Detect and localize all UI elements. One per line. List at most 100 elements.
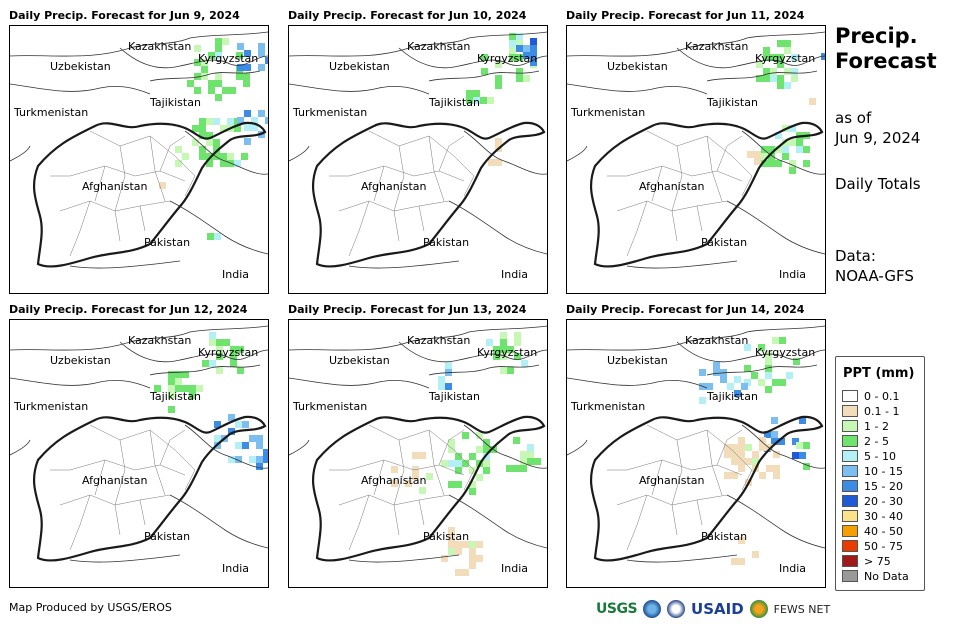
precip-cell — [455, 467, 462, 474]
precip-cell — [201, 73, 208, 80]
precip-cell — [227, 118, 234, 125]
precip-cell — [480, 97, 487, 104]
precip-cell — [745, 444, 752, 451]
precip-cell — [168, 378, 175, 385]
label-uzbekistan: Uzbekistan — [50, 354, 111, 367]
precip-cell — [495, 159, 502, 166]
credit-text: Map Produced by USGS/EROS — [9, 601, 172, 614]
map-svg: Kazakhstan Kyrgyzstan Uzbekistan Tajikis… — [10, 31, 268, 281]
legend-item: > 75 — [842, 555, 891, 569]
precip-cell — [237, 346, 244, 353]
province-borders — [50, 130, 196, 257]
precip-cell — [792, 452, 799, 459]
precip-cell — [216, 339, 223, 346]
precip-cell — [209, 332, 216, 339]
country-borders — [289, 325, 547, 563]
precip-cell — [194, 45, 201, 52]
label-turkmenistan: Turkmenistan — [13, 400, 88, 413]
precip-cell — [777, 75, 784, 82]
precip-cell — [213, 118, 220, 125]
precip-cell — [168, 385, 175, 392]
label-turkmenistan: Turkmenistan — [570, 400, 645, 413]
precip-cell — [513, 437, 520, 444]
precip-cell — [230, 353, 237, 360]
precip-cell — [803, 146, 810, 153]
precip-cell — [763, 54, 770, 61]
precip-cell — [766, 465, 773, 472]
label-tajikistan: Tajikistan — [706, 96, 758, 109]
precip-cell — [438, 376, 445, 383]
precip-cell — [201, 66, 208, 73]
precip-cell — [237, 117, 244, 124]
precip-cell — [784, 82, 791, 89]
map-frame: Kazakhstan Kyrgyzstan Uzbekistan Tajikis… — [9, 25, 269, 294]
precip-cell — [214, 233, 221, 240]
label-kazakhstan: Kazakhstan — [685, 334, 748, 347]
precip-cell — [448, 446, 455, 453]
precip-cell — [765, 365, 772, 372]
precip-cell — [483, 439, 490, 446]
legend-item: 5 - 10 — [842, 450, 896, 464]
label-turkmenistan: Turkmenistan — [570, 106, 645, 119]
precip-cell — [523, 52, 530, 59]
precip-cell — [765, 358, 772, 365]
precip-cell — [263, 456, 268, 463]
precip-cell — [154, 385, 161, 392]
legend-swatch — [842, 480, 858, 492]
precip-cell — [244, 124, 251, 131]
precip-cell — [199, 125, 206, 132]
afghanistan-outline — [32, 415, 267, 562]
precip-cell — [455, 548, 462, 555]
precip-cell — [159, 182, 166, 189]
precip-cell — [483, 460, 490, 467]
side-title-line2: Forecast — [835, 49, 937, 73]
precip-cell — [228, 428, 235, 435]
legend-label: 30 - 40 — [864, 510, 903, 523]
precip-cell — [509, 54, 516, 61]
precip-cell — [419, 487, 426, 494]
precip-cell — [448, 439, 455, 446]
map-frame: Kazakhstan Kyrgyzstan Uzbekistan Tajikis… — [9, 319, 269, 588]
precip-cell — [738, 451, 745, 458]
precip-cell — [777, 54, 784, 61]
label-kyrgyzstan: Kyrgyzstan — [477, 346, 537, 359]
precip-cell — [462, 569, 469, 576]
precip-cell — [249, 456, 256, 463]
precip-cell — [214, 435, 221, 442]
precip-cell — [476, 474, 483, 481]
precip-cell — [187, 80, 194, 87]
precip-cell — [523, 45, 530, 52]
precip-cell — [514, 332, 521, 339]
precip-cell — [738, 458, 745, 465]
precip-cell — [809, 98, 816, 105]
precip-cell — [793, 358, 800, 365]
label-afghanistan: Afghanistan — [361, 180, 427, 193]
precip-cell — [199, 118, 206, 125]
panel-title: Daily Precip. Forecast for Jun 11, 2024 — [566, 9, 805, 22]
precip-cell — [779, 379, 786, 386]
precip-cell — [744, 344, 751, 351]
precip-cell — [244, 110, 251, 117]
precip-cell — [466, 90, 473, 97]
usgs-logo: USGS — [596, 601, 638, 617]
precip-cell — [759, 444, 766, 451]
precip-cell — [799, 417, 806, 424]
precip-cell — [763, 75, 770, 82]
precip-cell — [237, 64, 244, 71]
precip-cell — [462, 432, 469, 439]
precip-cell — [530, 38, 537, 45]
panel-title: Daily Precip. Forecast for Jun 14, 2024 — [566, 303, 805, 316]
precip-cell — [495, 138, 502, 145]
precip-cell — [256, 463, 263, 470]
precip-cell — [527, 458, 534, 465]
label-india: India — [222, 268, 249, 281]
precip-cell — [784, 47, 791, 54]
afghanistan-outline — [32, 121, 267, 268]
label-kazakhstan: Kazakhstan — [685, 40, 748, 53]
precip-cell — [516, 68, 523, 75]
legend-item: 50 - 75 — [842, 540, 903, 554]
map-svg: Kazakhstan Kyrgyzstan Uzbekistan Tajikis… — [567, 31, 825, 281]
precip-cell — [192, 139, 199, 146]
label-afghanistan: Afghanistan — [82, 474, 148, 487]
data-source: Data: NOAA-GFS — [835, 246, 914, 286]
